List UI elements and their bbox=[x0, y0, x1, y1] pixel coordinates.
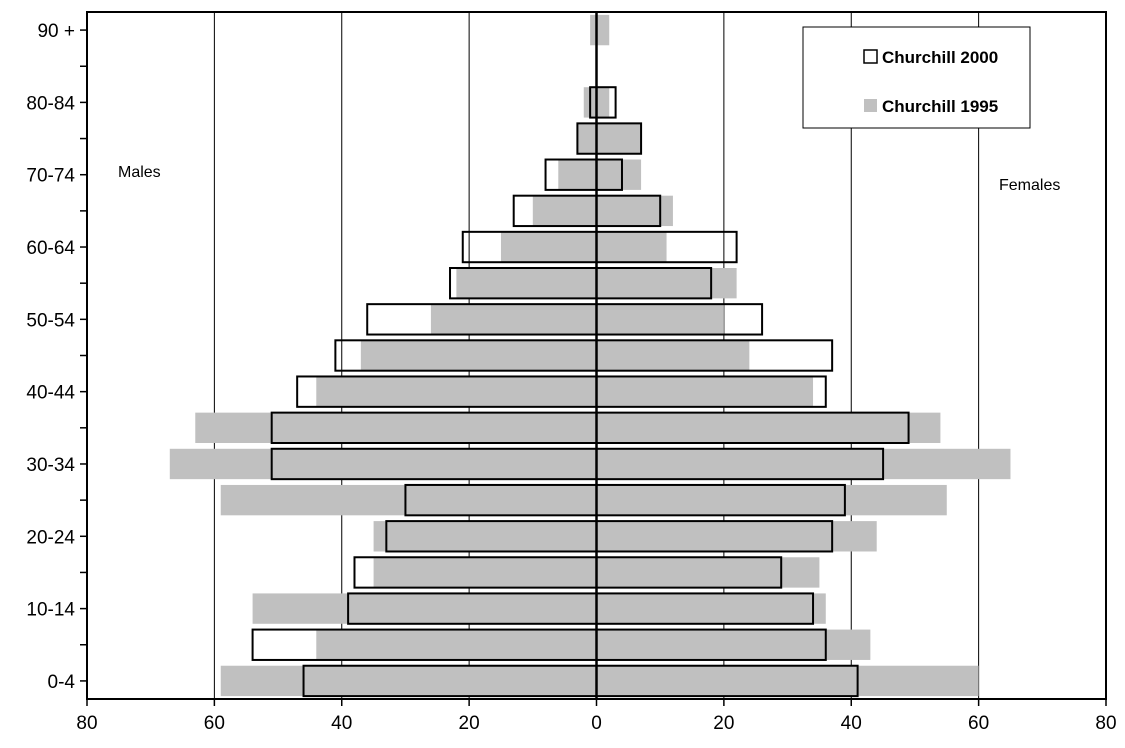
x-tick-label: 40 bbox=[841, 713, 862, 734]
bar-1995-males-45-49 bbox=[360, 340, 597, 371]
bar-1995-males-75-79 bbox=[577, 123, 597, 154]
bar-1995-females-0-4 bbox=[596, 665, 979, 697]
bar-1995-females-45-49 bbox=[596, 340, 750, 371]
x-tick-label: 20 bbox=[459, 713, 480, 734]
y-tick-label: 0-4 bbox=[48, 672, 76, 693]
bar-1995-females-70-74 bbox=[596, 159, 642, 190]
y-tick-label: 30-34 bbox=[26, 455, 75, 476]
legend-label-1995: Churchill 1995 bbox=[882, 97, 998, 116]
x-tick-label: 60 bbox=[968, 713, 989, 734]
bar-1995-males-55-59 bbox=[456, 267, 597, 299]
y-tick-label: 90 + bbox=[37, 21, 75, 42]
bar-1995-males-5-9 bbox=[316, 629, 597, 660]
bar-1995-males-50-54 bbox=[430, 304, 597, 335]
males-label: Males bbox=[118, 164, 161, 181]
x-tick-label: 80 bbox=[76, 713, 97, 734]
bar-1995-females-15-19 bbox=[596, 557, 820, 588]
bar-1995-females-10-14 bbox=[596, 593, 826, 624]
x-tick-label: 20 bbox=[713, 713, 734, 734]
legend-swatch-1995 bbox=[864, 99, 877, 112]
bar-1995-males-20-24 bbox=[373, 521, 597, 552]
x-tick-label: 0 bbox=[591, 713, 602, 734]
bar-1995-females-30-34 bbox=[596, 448, 1011, 480]
bar-1995-females-20-24 bbox=[596, 521, 877, 552]
bar-1995-males-10-14 bbox=[252, 593, 597, 624]
bar-1995-females-65-69 bbox=[596, 195, 673, 227]
bar-1995-males-35-39 bbox=[195, 412, 597, 444]
bar-1995-females-35-39 bbox=[596, 412, 941, 444]
bar-1995-females-5-9 bbox=[596, 629, 871, 660]
legend-swatch-2000 bbox=[863, 49, 878, 64]
bar-1995-males-30-34 bbox=[169, 448, 597, 480]
bar-1995-females-75-79 bbox=[596, 123, 642, 154]
bar-1995-males-60-64 bbox=[500, 231, 597, 263]
legend-label-2000: Churchill 2000 bbox=[882, 48, 998, 67]
bar-1995-females-40-44 bbox=[596, 376, 814, 407]
y-tick-label: 80-84 bbox=[26, 93, 75, 114]
bar-1995-males-65-69 bbox=[532, 195, 597, 227]
bar-1995-females-25-29 bbox=[596, 484, 947, 516]
bar-1995-males-90 bbox=[590, 14, 597, 46]
bar-1995-females-90 bbox=[596, 14, 610, 46]
y-tick-label: 40-44 bbox=[26, 383, 75, 404]
legend-box bbox=[802, 26, 1031, 129]
y-tick-label: 50-54 bbox=[26, 310, 75, 331]
y-tick-label: 10-14 bbox=[26, 600, 75, 621]
x-axis: 80 60 40 20 0 20 40 60 80 bbox=[76, 699, 1117, 734]
bar-1995-females-55-59 bbox=[596, 267, 737, 299]
x-tick-label: 80 bbox=[1095, 713, 1116, 734]
bar-1995-males-25-29 bbox=[220, 484, 597, 516]
bar-1995-males-15-19 bbox=[373, 557, 597, 588]
x-tick-label: 60 bbox=[204, 713, 225, 734]
legend: Churchill 2000 Churchill 1995 bbox=[802, 26, 1031, 129]
x-tick-label: 40 bbox=[331, 713, 352, 734]
y-tick-label: 70-74 bbox=[26, 166, 75, 187]
bar-1995-females-80-84 bbox=[596, 87, 610, 118]
bar-1995-females-50-54 bbox=[596, 304, 724, 335]
y-tick-label: 60-64 bbox=[26, 238, 75, 259]
series-1995-bars bbox=[169, 14, 1011, 697]
bar-1995-males-0-4 bbox=[220, 665, 597, 697]
y-tick-label: 20-24 bbox=[26, 527, 75, 548]
y-axis: 0-4 10-14 20-24 30-34 40-44 50-54 60-64 70-74 80… bbox=[26, 21, 87, 693]
bar-1995-males-40-44 bbox=[316, 376, 597, 407]
females-label: Females bbox=[999, 177, 1060, 194]
bar-1995-females-60-64 bbox=[596, 231, 667, 263]
bar-1995-males-70-74 bbox=[558, 159, 597, 190]
